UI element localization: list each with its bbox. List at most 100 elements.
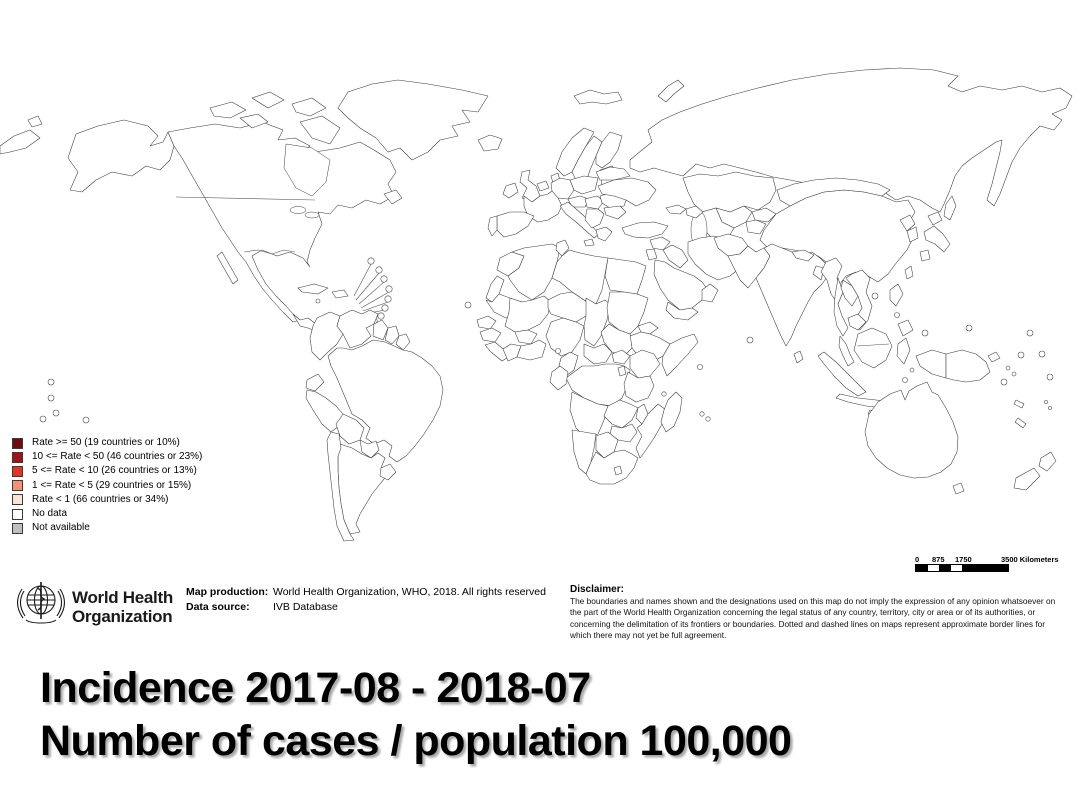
island-dot [1046, 373, 1054, 381]
country-brazil [327, 339, 444, 463]
country-zambia [603, 399, 639, 429]
country-australia [864, 381, 959, 479]
legend-item: Rate < 1 (66 countries or 34%) [12, 493, 202, 507]
scale-tick: 875 [932, 555, 945, 564]
country-spain [496, 211, 535, 238]
island-dot [47, 394, 55, 402]
disclaimer-title: Disclaimer: [570, 584, 624, 595]
country-kenya [629, 349, 661, 379]
country-nepal [791, 249, 815, 262]
country-north-korea [899, 214, 916, 232]
legend-label: Rate >= 50 (19 countries or 10%) [32, 437, 180, 448]
scale-tick: 1750 [955, 555, 972, 564]
country-sri-lanka [793, 350, 804, 364]
country-tunisia [555, 239, 570, 257]
country-indonesia-sulawesi [896, 337, 911, 365]
island-callout [367, 257, 375, 265]
who-wordmark-line2: Organization [72, 607, 173, 626]
country-arctic-island [209, 101, 247, 119]
country-greece [595, 226, 613, 242]
country-mongolia [776, 177, 891, 207]
island-dot [1000, 378, 1008, 386]
country-newfoundland [383, 189, 403, 205]
scale-tick: 3500 Kilometers [1001, 555, 1059, 564]
country-argentina [337, 443, 389, 535]
map-legend: Rate >= 50 (19 countries or 10%) 10 <= Ra… [12, 436, 202, 535]
country-papua-new-guinea [945, 349, 991, 383]
island-callout [385, 285, 393, 293]
disclaimer: Disclaimer: The boundaries and names sho… [570, 584, 1062, 641]
country-indonesia-sumatra [817, 351, 867, 397]
country-tanzania [623, 371, 655, 403]
great-lake-1 [289, 206, 307, 214]
island-callout [375, 266, 383, 274]
country-new-britain [987, 351, 1001, 363]
island-dot [1017, 351, 1025, 359]
legend-swatch [12, 522, 23, 534]
country-fiji [1048, 406, 1052, 410]
country-iceland [477, 134, 503, 152]
country-suriname [384, 325, 400, 345]
legend-label: Rate < 1 (66 countries or 34%) [32, 493, 169, 505]
country-uganda [611, 349, 631, 365]
legend-swatch [12, 508, 23, 520]
country-libya [551, 249, 609, 305]
country-south-africa [585, 449, 639, 485]
borneo-border [856, 343, 890, 347]
island-callout [384, 295, 392, 303]
country-moluccas [909, 367, 915, 373]
island-dot-maldives [746, 336, 754, 344]
country-poland [569, 175, 599, 195]
country-baja-california [216, 251, 239, 285]
island-dot-seychelles [697, 364, 703, 370]
country-oman [701, 283, 719, 303]
country-svalbard [573, 89, 623, 105]
island-dot [965, 324, 973, 332]
island-dot-reunion [705, 416, 711, 422]
legend-swatch [12, 451, 23, 463]
country-cambodia [847, 313, 867, 331]
island-callout [381, 304, 389, 312]
legend-item: 5 <= Rate < 10 (26 countries or 13%) [12, 464, 202, 478]
great-lake-2 [304, 211, 320, 219]
us-canada-border [175, 196, 316, 201]
country-hainan [871, 292, 879, 300]
country-philippines-mindanao [897, 319, 914, 337]
country-madagascar [660, 391, 683, 433]
country-burkina-faso [514, 329, 538, 345]
legend-swatch [12, 437, 23, 449]
country-somalia [661, 333, 699, 377]
legend-label: 5 <= Rate < 10 (26 countries or 13%) [32, 465, 197, 477]
country-new-caledonia [1014, 417, 1027, 429]
country-fiji [1044, 400, 1048, 404]
country-solomon [1005, 365, 1011, 371]
country-united-kingdom [519, 169, 541, 203]
country-new-zealand-south [1013, 467, 1041, 491]
country-arctic-island [291, 97, 327, 117]
country-nigeria [545, 317, 585, 357]
country-thailand [833, 277, 849, 337]
country-iraq [662, 244, 689, 269]
country-russia-novaya-zemlya [657, 79, 685, 103]
country-tajikistan [745, 219, 767, 235]
world-map [0, 67, 1073, 542]
slide-title: Incidence 2017-08 - 2018-07 Number of ca… [40, 662, 792, 768]
country-russia-sakhalin [943, 195, 957, 221]
legend-item: 10 <= Rate < 50 (46 countries or 23%) [12, 450, 202, 464]
who-wordmark: World Health Organization [72, 588, 173, 626]
country-jamaica [315, 298, 321, 304]
data-source-value: IVB Database [273, 601, 338, 613]
country-algeria [507, 243, 561, 301]
country-gabon-congo [549, 365, 569, 391]
slide-title-line1: Incidence 2017-08 - 2018-07 [40, 664, 591, 712]
country-hispaniola [331, 289, 349, 299]
scale-bar: 0 875 1750 3500 Kilometers [915, 555, 1065, 575]
country-south-korea [906, 226, 919, 243]
country-japan-honshu [923, 225, 951, 253]
country-taiwan [904, 265, 914, 280]
country-ecuador [305, 373, 325, 392]
country-hungary-slovakia [584, 195, 605, 210]
country-baffin-island [299, 115, 341, 145]
island-dot-comoros [661, 391, 667, 397]
country-angola [569, 391, 609, 439]
